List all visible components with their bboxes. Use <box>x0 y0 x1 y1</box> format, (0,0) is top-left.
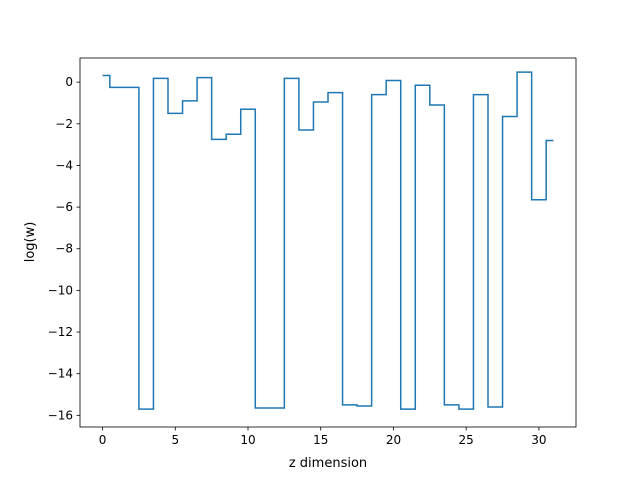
x-tick-label: 15 <box>313 433 328 447</box>
y-tick-label: −12 <box>48 325 73 339</box>
x-tick-label: 0 <box>99 433 107 447</box>
y-tick-label: −4 <box>55 158 73 172</box>
y-tick-label: −10 <box>48 283 73 297</box>
y-tick-label: 0 <box>65 75 73 89</box>
series-layer <box>102 71 554 410</box>
x-axis-ticks: 0 5 10 15 20 25 30 <box>99 427 547 447</box>
y-tick-label: −16 <box>48 408 73 422</box>
x-tick-label: 25 <box>459 433 474 447</box>
y-axis-ticks: 0 −2 −4 −6 −8 −10 −12 −14 −16 <box>48 75 80 422</box>
x-axis-label: z dimension <box>289 456 367 471</box>
plot-area <box>80 58 576 427</box>
x-tick-label: 5 <box>171 433 179 447</box>
x-tick-label: 20 <box>386 433 401 447</box>
x-tick-label: 30 <box>531 433 546 447</box>
x-tick-label: 10 <box>240 433 255 447</box>
series-line-0 <box>102 71 554 410</box>
y-tick-label: −14 <box>48 367 73 381</box>
axes-frame <box>79 57 577 428</box>
y-tick-label: −6 <box>55 200 73 214</box>
y-tick-label: −8 <box>55 242 73 256</box>
y-axis-label: log(w) <box>23 222 38 263</box>
y-tick-label: −2 <box>55 117 73 131</box>
